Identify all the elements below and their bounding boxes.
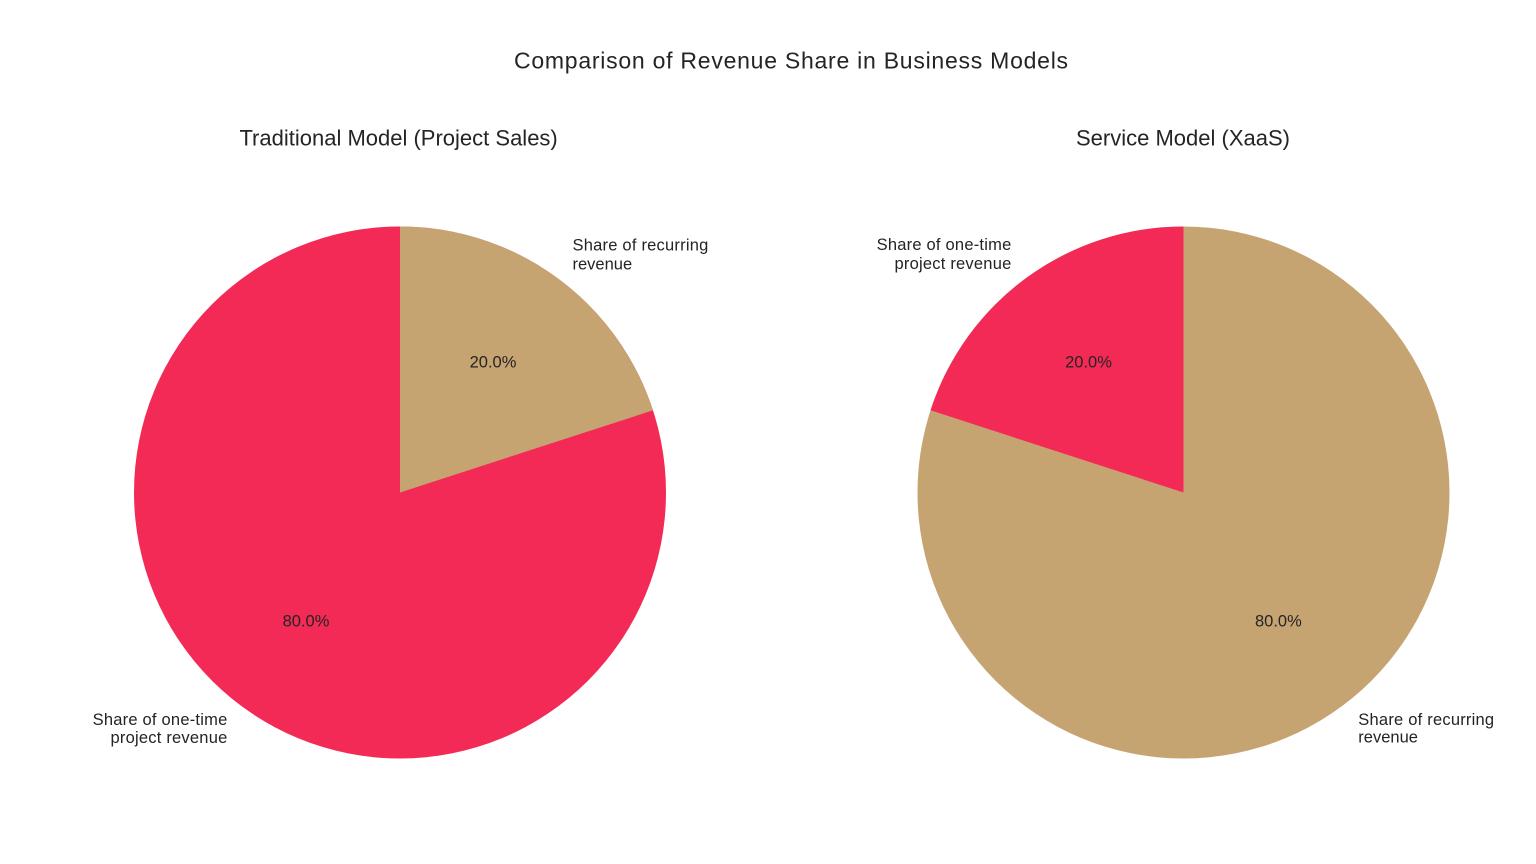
svg-text:Comparison of Revenue Share in: Comparison of Revenue Share in Business … bbox=[514, 48, 1069, 74]
svg-text:20.0%: 20.0% bbox=[1065, 353, 1112, 371]
svg-text:80.0%: 80.0% bbox=[283, 612, 330, 630]
svg-text:Traditional Model (Project Sal: Traditional Model (Project Sales) bbox=[239, 126, 557, 151]
svg-text:20.0%: 20.0% bbox=[470, 354, 517, 372]
svg-text:Service Model (XaaS): Service Model (XaaS) bbox=[1076, 126, 1290, 151]
svg-text:revenue: revenue bbox=[1358, 729, 1418, 747]
svg-text:Share of one-time: Share of one-time bbox=[877, 236, 1012, 254]
svg-text:Share of recurring: Share of recurring bbox=[1358, 711, 1494, 729]
svg-text:project revenue: project revenue bbox=[894, 255, 1011, 273]
svg-text:Share of one-time: Share of one-time bbox=[93, 711, 228, 729]
svg-text:Share of recurring: Share of recurring bbox=[573, 237, 709, 255]
svg-text:project revenue: project revenue bbox=[110, 729, 227, 747]
svg-text:80.0%: 80.0% bbox=[1255, 612, 1302, 630]
svg-text:revenue: revenue bbox=[573, 255, 633, 273]
